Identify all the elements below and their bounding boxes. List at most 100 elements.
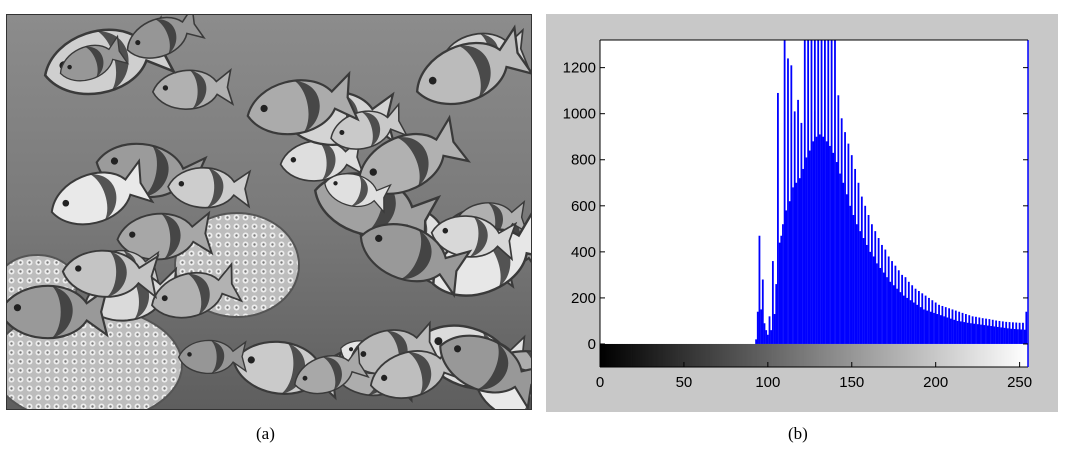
- y-tick-label: 800: [571, 152, 596, 169]
- colorbar-segment: [730, 343, 733, 367]
- histogram-bar: [988, 319, 991, 344]
- axis-ticks: 0 200 400 600 800 1000 1200 0 50 100 150 200 250: [563, 60, 1032, 391]
- caption-a: (a): [256, 424, 275, 443]
- colorbar-segment: [731, 343, 734, 367]
- colorbar-segment: [607, 343, 610, 367]
- colorbar-segment: [996, 343, 1000, 367]
- colorbar-segment: [881, 343, 884, 367]
- histogram-bar: [914, 288, 917, 344]
- colorbar-segment: [783, 343, 786, 367]
- colorbar-segment: [882, 343, 885, 367]
- colorbar-segment: [889, 343, 892, 367]
- colorbar-segment: [902, 343, 906, 367]
- fish-school-image: [7, 15, 531, 409]
- fish-shape: [279, 137, 365, 182]
- colorbar-segment: [824, 343, 827, 367]
- colorbar-segment: [793, 343, 796, 367]
- colorbar-segment: [808, 343, 812, 367]
- histogram-bar: [771, 261, 774, 344]
- colorbar-segment: [980, 343, 983, 367]
- x-tick-label: 50: [676, 374, 693, 391]
- colorbar-segment: [751, 343, 754, 367]
- colorbar-segment: [1003, 343, 1006, 367]
- histogram-bar: [844, 132, 846, 344]
- colorbar-segment: [651, 343, 654, 367]
- colorbar-segment: [683, 343, 686, 367]
- colorbar-segment: [699, 343, 702, 367]
- colorbar-segment: [1005, 343, 1008, 367]
- histogram-bar: [921, 293, 924, 344]
- histogram-bar: [928, 297, 930, 344]
- colorbar-segment: [657, 343, 660, 367]
- axes-frame: [599, 39, 1029, 368]
- colorbar-segment: [694, 343, 697, 367]
- histogram-bar: [834, 40, 836, 344]
- x-tick-label: 150: [839, 374, 864, 391]
- histogram-bar: [879, 267, 882, 344]
- colorbar-segment: [684, 343, 687, 367]
- histogram-bar: [1013, 329, 1016, 344]
- colorbar-segment: [840, 343, 843, 367]
- fish-shape: [50, 158, 155, 226]
- histogram-bar: [901, 274, 904, 344]
- histogram-bar: [907, 281, 910, 344]
- histogram-bar: [1000, 327, 1003, 344]
- colorbar-segment: [844, 343, 847, 367]
- histogram-bar: [849, 205, 851, 344]
- histogram-bar: [1003, 327, 1006, 344]
- colorbar-segment: [981, 343, 984, 367]
- colorbar-segment: [1010, 343, 1013, 367]
- colorbar-segment: [907, 343, 911, 367]
- histogram-bar: [938, 304, 940, 344]
- colorbar-segment: [659, 343, 662, 367]
- histogram-bar: [887, 256, 890, 344]
- colorbar-segment: [740, 343, 743, 367]
- colorbar-segment: [701, 343, 704, 367]
- colorbar-segment: [913, 343, 916, 367]
- histogram-bar: [998, 320, 1001, 344]
- colorbar-segment: [1020, 343, 1023, 367]
- histogram-bar: [968, 315, 971, 344]
- colorbar-segment: [921, 343, 924, 367]
- colorbar-segment: [681, 343, 684, 367]
- colorbar-segment: [953, 343, 956, 367]
- histogram-bar: [986, 325, 989, 344]
- colorbar-segment: [790, 343, 793, 367]
- colorbar-segment: [656, 343, 659, 367]
- histogram-bar: [818, 134, 821, 344]
- colorbar-segment: [713, 343, 716, 367]
- colorbar-segment: [860, 343, 864, 367]
- colorbar-segment: [832, 343, 835, 367]
- histogram-bar: [993, 326, 996, 344]
- colorbar-segment: [963, 343, 966, 367]
- colorbar-segment: [965, 343, 968, 367]
- histogram-bar: [971, 316, 974, 344]
- colorbar-segment: [976, 343, 979, 367]
- colorbar-segment: [949, 343, 953, 367]
- fish-shape: [324, 173, 392, 214]
- histogram-bar: [981, 318, 984, 344]
- colorbar-segment: [1013, 343, 1016, 367]
- histogram-bar: [954, 310, 957, 344]
- colorbar-segment: [802, 343, 805, 367]
- histogram-bar: [758, 235, 761, 344]
- x-tick-label: 100: [755, 374, 780, 391]
- caption-b: (b): [788, 424, 808, 443]
- colorbar-segment: [960, 343, 963, 367]
- histogram-bar: [785, 210, 788, 344]
- colorbar-segment: [822, 343, 825, 367]
- histogram-bar: [827, 40, 830, 344]
- colorbar-segment: [674, 343, 677, 367]
- colorbar-segment: [887, 343, 890, 367]
- colorbar-segment: [872, 343, 875, 367]
- colorbar-segment: [862, 343, 865, 367]
- colorbar-segment: [624, 343, 627, 367]
- colorbar-segment: [998, 343, 1001, 367]
- fish-shape: [359, 223, 473, 299]
- histogram-bar: [802, 168, 804, 344]
- colorbar-segment: [1001, 343, 1005, 367]
- colorbar-segment: [714, 343, 718, 367]
- histogram-bar: [761, 279, 764, 344]
- histogram-bar: [864, 205, 867, 344]
- colorbar-segment: [971, 343, 974, 367]
